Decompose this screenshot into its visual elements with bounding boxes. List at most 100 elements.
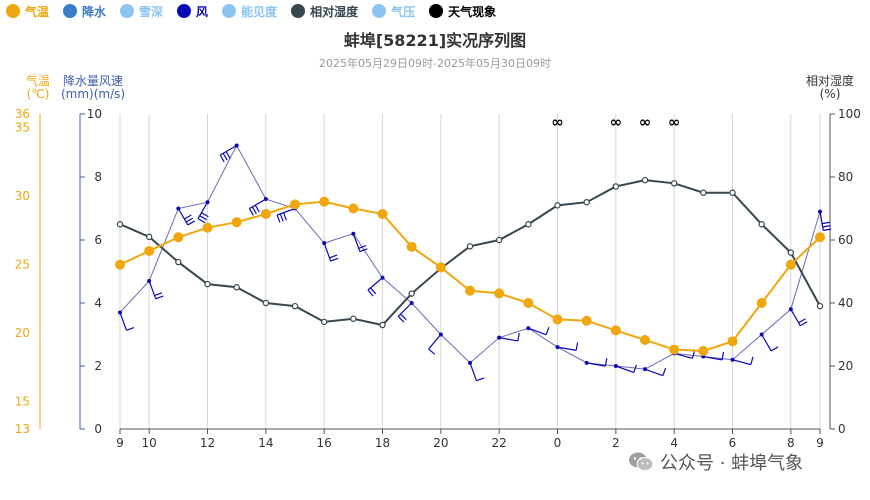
weather-symbol: ∞ [639,113,652,131]
temperature-point [523,298,534,308]
legend-marker [120,4,135,18]
wind-barb-flag [283,212,287,221]
wind-point [468,360,472,365]
legend-marker [372,4,387,18]
humidity-point [233,284,240,291]
legend-item[interactable]: 风 [177,3,208,20]
wind-barb [147,278,164,300]
precip-wind-axis-title: 降水量风速 (mm)(m/s) [61,74,126,101]
legend-label: 雪深 [139,4,164,19]
humidity-point [262,299,270,307]
temperature-point [115,259,125,270]
wind-barb [248,197,268,216]
legend-marker [63,4,78,18]
wind-barb-flag [800,321,808,327]
temperature-point [669,344,680,355]
humidity-tick-label: 0 [838,422,846,436]
wind-barb-flag [476,377,485,382]
wind-barb-staff [732,359,752,366]
wind-barb-flag [721,351,725,360]
weather-symbol: ∞ [551,113,564,131]
temperature-point [698,345,709,356]
humidity-point [525,221,532,228]
temperature-tick-label: 36 [15,107,30,121]
wind-barb [428,332,443,355]
legend-item[interactable]: 能见度 [222,3,277,20]
wind-barb-flag [222,152,228,161]
wind-barb-flag [199,215,207,221]
legend-item[interactable]: 天气现象 [429,3,496,20]
legend-marker [429,4,444,18]
temperature-tick-label: 30 [15,189,30,203]
wind-barb-flag [662,367,667,376]
chart-subtitle: 2025年05月29日09时-2025年05月30日09时 [319,57,551,70]
temperature-point [377,208,388,219]
temperature-point [610,325,621,336]
wind-point [409,301,414,305]
wind-barb-flag [823,228,832,231]
x-tick-label: 22 [492,436,507,450]
legend-item[interactable]: 气压 [372,3,415,20]
wind-barb [197,200,210,224]
wind-point [205,200,210,205]
wind-barb-staff [367,277,383,291]
legend-item[interactable]: 气温 [6,3,49,20]
humidity-point [408,290,415,297]
temperature-point [465,285,475,296]
wind-barb [322,241,339,262]
wind-barb [351,231,368,253]
wind-barb [118,310,135,331]
wind-point [818,209,822,214]
wind-barb-flag [358,245,367,249]
temperature-tick-label: 13 [15,422,30,436]
temperature-point [260,208,271,219]
humidity-point [700,189,707,196]
wind-series-line [119,144,821,370]
temperature-point [552,314,563,325]
temperature-series-line [119,200,821,352]
legend-item[interactable]: 相对湿度 [291,3,358,20]
wind-point [555,345,560,350]
temperature-tick-label: 25 [15,258,30,272]
temperature-point [494,288,505,299]
legend-item[interactable]: 降水 [63,3,106,20]
humidity-tick-label: 20 [838,359,853,373]
humidity-point [379,321,386,329]
legend-label: 气温 [25,4,50,19]
x-tick-label: 18 [375,436,390,450]
wind-barb-staff [352,233,361,252]
temperature-tick-label: 20 [15,326,30,340]
wind-barb [584,358,608,367]
wind-barb-flag [197,218,206,224]
wind-barb-flag [575,342,579,351]
wind-barb-flag [359,248,368,253]
temperature-point [144,245,155,256]
wind-barb-flag [822,225,831,228]
wind-barb-flag [187,220,196,226]
temperature-point [640,334,650,345]
temperature-point [348,203,359,214]
x-tick-label: 2 [612,436,620,450]
wind-barb-flag [545,326,550,335]
wind-barb-flag [155,295,164,300]
temperature-point [319,196,330,207]
wind-barb-flag [397,316,405,323]
legend-marker [291,4,306,18]
temperature-point [815,232,825,243]
wind-barb-staff [499,337,518,342]
wind-barb-staff [615,365,634,374]
wind-barb-staff [177,208,189,226]
wind-barb-staff [586,362,606,367]
wind-barb-flag [251,206,257,215]
humidity-point [816,302,824,310]
wind-barb-flag [770,346,779,352]
chart-title: 蚌埠[58221]实况序列图 [343,31,527,50]
wind-barb [497,332,520,342]
wind-point [759,332,764,337]
x-tick-label: 0 [554,436,562,450]
legend-item[interactable]: 雪深 [120,3,163,20]
wind-barb [219,143,239,163]
wind-barb [176,206,196,226]
precip-wind-tick-label: 0 [94,422,102,436]
